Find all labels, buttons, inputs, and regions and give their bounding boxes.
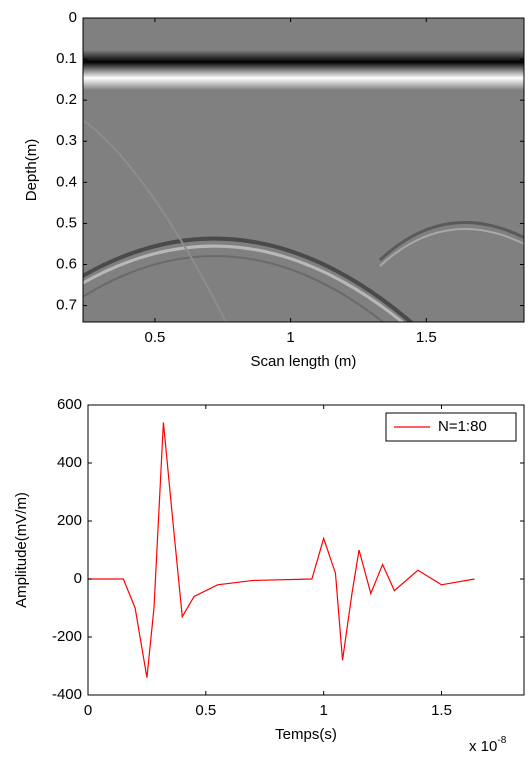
x-tick-label: 0.5 [144, 329, 165, 346]
hyperbola [379, 228, 524, 267]
radargram [83, 18, 524, 322]
x-offset-exponent: -8 [497, 735, 506, 746]
x-tick-label: 0.5 [195, 702, 216, 719]
y-tick-label: 0.6 [56, 255, 77, 272]
x-offset-base: x 10 [469, 738, 497, 755]
x-offset-label: x 10-8 [469, 735, 507, 755]
y-tick-label: 0.3 [56, 132, 77, 149]
direct-wave [83, 50, 524, 90]
y-tick-label: -200 [52, 628, 82, 645]
x-tick-label: 0 [84, 702, 92, 719]
x-axis-label: Temps(s) [275, 726, 337, 743]
y-tick-label: 600 [57, 396, 82, 413]
x-tick-label: 1 [320, 702, 328, 719]
top-chart: 0.5 1 1.5 0 0.1 0.2 0.3 0.4 0.5 0.6 0.7 Scan length… [23, 9, 525, 370]
hyperbola [83, 119, 228, 322]
y-tick-label: 400 [57, 454, 82, 471]
y-tick-label: -400 [52, 686, 82, 703]
plot-frame [82, 17, 525, 323]
y-axis-label: Amplitude(mV/m) [13, 492, 30, 608]
y-tick-label: 0.2 [56, 91, 77, 108]
x-tick-label: 1.5 [431, 702, 452, 719]
y-axis-label: Depth(m) [23, 139, 40, 202]
hyperbola [83, 244, 405, 322]
y-tick-label: 0 [69, 9, 77, 26]
data-line [88, 422, 475, 678]
y-tick-label: 0.5 [56, 214, 77, 231]
hyperbola [83, 255, 385, 322]
hyperbola [378, 221, 524, 262]
hyperbola [83, 236, 414, 322]
x-axis-label: Scan length (m) [251, 353, 357, 370]
y-tick-label: 0.4 [56, 173, 77, 190]
y-tick-label: 0.1 [56, 50, 77, 67]
plot-frame [87, 404, 525, 696]
x-tick-label: 1.5 [416, 329, 437, 346]
y-tick-label: 0 [74, 570, 82, 587]
legend-label: N=1:80 [438, 418, 487, 435]
y-tick-label: 0.7 [56, 297, 77, 314]
bottom-chart: 0 0.5 1 1.5 -400 -200 0 200 400 600 Temps(s) Amplit… [13, 396, 525, 755]
y-tick-label: 200 [57, 512, 82, 529]
x-tick-label: 1 [286, 329, 294, 346]
